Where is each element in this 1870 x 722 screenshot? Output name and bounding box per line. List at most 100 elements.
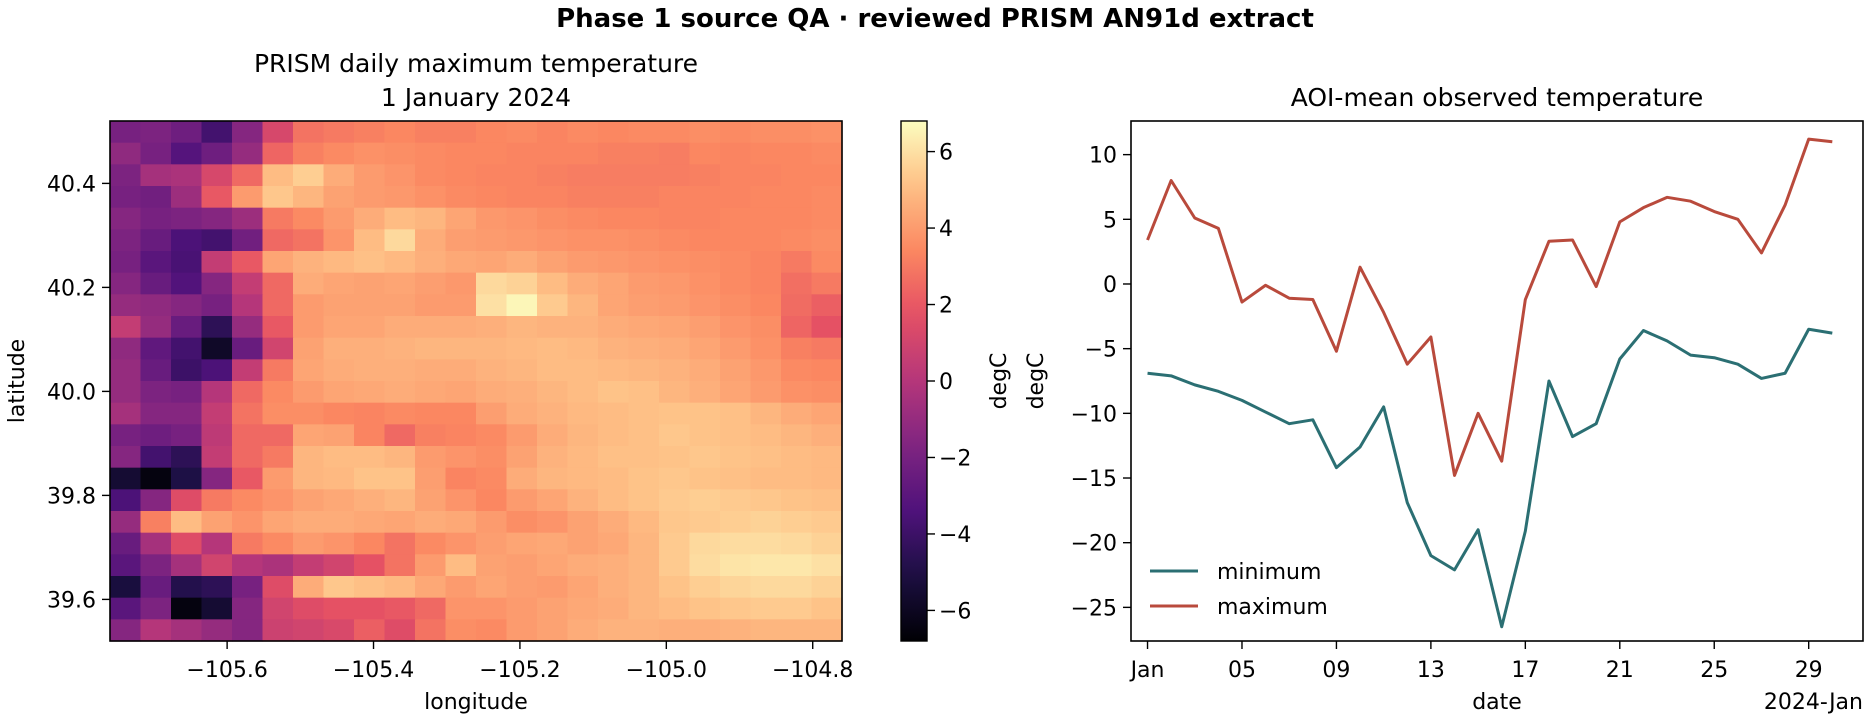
heatmap-cell (354, 207, 386, 230)
heatmap-cell (720, 142, 752, 165)
heatmap-cell (171, 207, 203, 230)
heatmap-cell (689, 619, 721, 642)
heatmap-cell (476, 446, 508, 469)
heatmap-cell (628, 186, 660, 209)
heatmap-cell (689, 142, 721, 165)
heatmap-cell (354, 467, 386, 490)
heatmap-cell (323, 316, 355, 339)
heatmap-cell (567, 446, 599, 469)
heatmap-cell (598, 207, 630, 230)
heatmap-cell (323, 402, 355, 425)
heatmap-cell (567, 511, 599, 534)
heatmap-cell (476, 381, 508, 404)
heatmap-cell (262, 164, 294, 187)
heatmap-cell (171, 272, 203, 295)
heatmap-cell (232, 597, 264, 620)
colorbar-tick-label: 0 (939, 370, 953, 395)
heatmap-cell (537, 619, 569, 642)
heatmap-cell (628, 467, 660, 490)
heatmap-cell (201, 619, 233, 642)
heatmap-cell (659, 619, 691, 642)
heatmap-cell (262, 576, 294, 599)
heatmap-cell (781, 446, 813, 469)
heatmap-cell (567, 424, 599, 447)
heatmap-cell (445, 229, 477, 252)
heatmap-y-tick-label: 40.4 (47, 172, 96, 197)
heatmap-cell (323, 381, 355, 404)
heatmap-cell (567, 186, 599, 209)
heatmap-cell (567, 229, 599, 252)
heatmap-cell (689, 316, 721, 339)
heatmap-cell (415, 511, 447, 534)
heatmap-cell (689, 402, 721, 425)
heatmap-cell (262, 207, 294, 230)
heatmap-cell (445, 424, 477, 447)
heatmap-cell (201, 316, 233, 339)
heatmap-cell (262, 337, 294, 360)
heatmap-cell (232, 381, 264, 404)
heatmap-cell (354, 272, 386, 295)
heatmap-cell (811, 272, 843, 295)
heatmap-cell (476, 489, 508, 512)
heatmap-cell (659, 511, 691, 534)
heatmap-cell (232, 337, 264, 360)
heatmap-cell (811, 467, 843, 490)
heatmap-cell (110, 164, 142, 187)
heatmap-panel: PRISM daily maximum temperature 1 Januar… (5, 49, 853, 715)
heatmap-cell (171, 337, 203, 360)
heatmap-cell (323, 359, 355, 382)
heatmap-cell (506, 142, 538, 165)
heatmap-cell (537, 424, 569, 447)
heatmap-cell (537, 511, 569, 534)
heatmap-cell (323, 511, 355, 534)
heatmap-cell (354, 186, 386, 209)
line-y-tick-label: 10 (1089, 144, 1117, 169)
heatmap-cell (506, 251, 538, 274)
heatmap-cell (354, 359, 386, 382)
heatmap-cell (323, 229, 355, 252)
heatmap-cell (201, 294, 233, 317)
heatmap-cell (567, 381, 599, 404)
figure-suptitle: Phase 1 source QA · reviewed PRISM AN91d… (556, 4, 1314, 34)
heatmap-cell (110, 597, 142, 620)
heatmap-cell (659, 337, 691, 360)
heatmap-cell (476, 554, 508, 577)
heatmap-cell (445, 186, 477, 209)
heatmap-cell (659, 229, 691, 252)
heatmap-cell (354, 511, 386, 534)
heatmap-cell (598, 121, 630, 144)
heatmap-cell (659, 294, 691, 317)
heatmap-cell (781, 359, 813, 382)
heatmap-cell (354, 402, 386, 425)
heatmap-cell (293, 619, 325, 642)
heatmap-cell (384, 446, 416, 469)
line-y-tick-label: −10 (1071, 402, 1117, 427)
heatmap-cell (232, 489, 264, 512)
heatmap-cell (201, 186, 233, 209)
heatmap-cell (323, 164, 355, 187)
heatmap-y-tick-label: 39.6 (47, 588, 96, 613)
heatmap-cell (201, 337, 233, 360)
heatmap-cell (689, 164, 721, 187)
heatmap-cell (140, 532, 172, 555)
heatmap-cell (262, 316, 294, 339)
heatmap-cell (720, 121, 752, 144)
heatmap-cell (232, 511, 264, 534)
heatmap-cell (537, 402, 569, 425)
heatmap-cell (537, 316, 569, 339)
heatmap-cell (445, 619, 477, 642)
heatmap-cell (140, 359, 172, 382)
heatmap-cell (354, 489, 386, 512)
heatmap-cell (262, 554, 294, 577)
heatmap-cell (537, 337, 569, 360)
heatmap-cell (110, 467, 142, 490)
heatmap-cell (720, 576, 752, 599)
heatmap-cell (567, 467, 599, 490)
heatmap-cell (232, 619, 264, 642)
heatmap-cell (537, 532, 569, 555)
heatmap-cell (811, 619, 843, 642)
heatmap-cell (781, 597, 813, 620)
line-x-offset-label: 2024-Jan (1764, 690, 1863, 715)
heatmap-cell (811, 576, 843, 599)
heatmap-cell (537, 142, 569, 165)
